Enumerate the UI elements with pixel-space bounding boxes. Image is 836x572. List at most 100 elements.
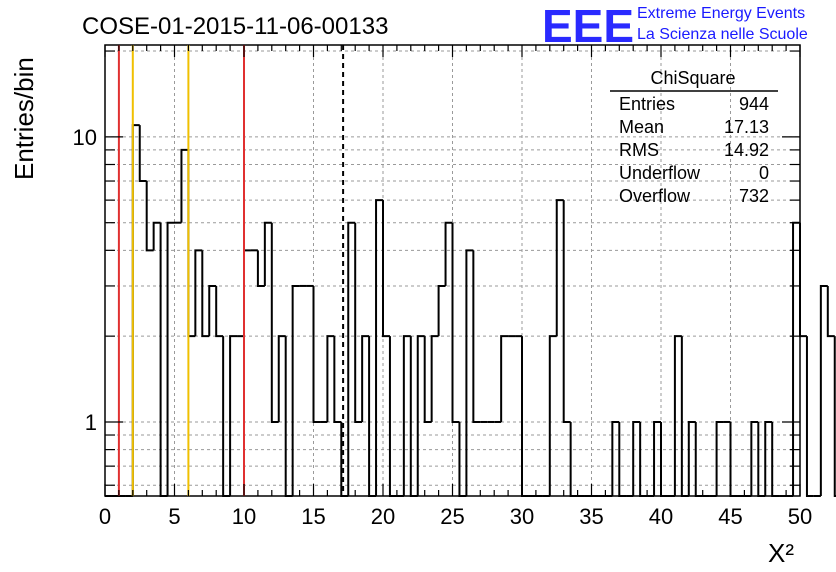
- histogram-bin: [152, 221, 161, 251]
- histogram-bin: [187, 149, 196, 338]
- eee-logo-mark: EEE: [542, 0, 634, 52]
- histogram-bin: [256, 250, 265, 287]
- x-tick-label: 35: [579, 504, 603, 529]
- stats-label-rms: RMS: [619, 140, 659, 160]
- histogram-bin: [444, 221, 453, 286]
- histogram-bin: [680, 336, 689, 497]
- x-tick-label: 15: [301, 504, 325, 529]
- histogram-bin: [611, 420, 620, 496]
- histogram-bin: [312, 285, 321, 423]
- histogram-bin: [388, 336, 397, 497]
- histogram-bin: [694, 421, 703, 497]
- stats-value-underflow: 0: [759, 163, 769, 183]
- histogram-bin: [180, 148, 189, 223]
- histogram-bin: [284, 336, 293, 497]
- histogram-bin: [159, 222, 168, 497]
- x-tick-label: 30: [510, 504, 534, 529]
- histogram-bin: [270, 222, 279, 423]
- histogram-bin: [430, 335, 439, 422]
- histogram-bin: [138, 125, 147, 183]
- histogram-bin: [472, 250, 481, 423]
- histogram-bin: [792, 221, 800, 496]
- stats-label-entries: Entries: [619, 94, 675, 114]
- stats-value-entries: 944: [739, 94, 769, 114]
- histogram-bin: [764, 420, 773, 496]
- histogram-bin: [375, 199, 383, 496]
- histogram-bin: [201, 250, 210, 338]
- histogram-bin: [548, 335, 557, 496]
- histogram-bin: [715, 420, 724, 496]
- histogram-bin: [409, 336, 418, 497]
- histogram-bin: [437, 284, 446, 337]
- x-tick-labels: 0 5 10 15 20 25 30 35 40 45 50: [99, 504, 812, 529]
- stats-label-underflow: Underflow: [619, 163, 701, 183]
- histogram-bin: [687, 420, 696, 496]
- histogram-bin: [465, 249, 474, 496]
- histogram-bin: [333, 336, 342, 423]
- histogram-bin: [215, 285, 224, 338]
- histogram-bin: [521, 336, 529, 497]
- stats-value-mean: 17.13: [724, 117, 769, 137]
- x-tick-label: 40: [649, 504, 673, 529]
- histogram-bin: [166, 221, 175, 496]
- stats-box-title: ChiSquare: [650, 68, 735, 88]
- y-tick-labels: 1 10: [73, 125, 97, 435]
- stats-value-rms: 14.92: [724, 140, 769, 160]
- axis-ticks: [104, 45, 801, 496]
- histogram-bin: [243, 249, 251, 337]
- histogram-bin: [819, 284, 828, 496]
- histogram-bin: [361, 335, 370, 422]
- stats-value-overflow: 732: [739, 186, 769, 206]
- histogram-bin: [451, 222, 460, 423]
- histogram-bin: [229, 335, 238, 496]
- stats-label-mean: Mean: [619, 117, 664, 137]
- histogram-bin: [632, 420, 641, 496]
- reference-lines: [117, 45, 345, 496]
- eee-logo-line2: La Scienza nelle Scuole: [637, 26, 808, 43]
- eee-logo: EEE Extreme Energy Events La Scienza nel…: [542, 0, 808, 52]
- histogram-bin: [277, 335, 286, 422]
- histogram-bin: [145, 181, 154, 252]
- histogram-bin: [569, 421, 578, 497]
- histogram-bin: [291, 284, 300, 496]
- x-tick-label: 5: [168, 504, 180, 529]
- histogram-bin: [458, 421, 467, 497]
- x-tick-label: 10: [232, 504, 256, 529]
- x-axis-label: X²: [768, 538, 794, 568]
- x-tick-label: 45: [718, 504, 742, 529]
- histogram-bin: [354, 222, 363, 423]
- histogram-bars: [105, 124, 836, 497]
- x-tick-label: 50: [788, 504, 812, 529]
- histogram-bin: [326, 335, 335, 422]
- y-tick-label: 10: [73, 125, 97, 150]
- x-tick-label: 20: [371, 504, 395, 529]
- stats-box: ChiSquare Entries 944 Mean 17.13 RMS 14.…: [610, 68, 778, 206]
- x-tick-label: 0: [99, 504, 111, 529]
- histogram-bin: [826, 285, 835, 338]
- x-tick-label: 25: [440, 504, 464, 529]
- histogram-bin: [347, 221, 356, 496]
- histogram-bin: [805, 336, 814, 497]
- histogram-bin: [382, 200, 390, 338]
- y-axis-label: Entries/bin: [9, 57, 39, 180]
- histogram-bin: [653, 420, 661, 496]
- stats-label-overflow: Overflow: [619, 186, 691, 206]
- histogram-bin: [368, 336, 377, 497]
- histogram-bin: [833, 336, 836, 497]
- histogram-bin: [208, 284, 217, 337]
- histogram-bin: [402, 335, 411, 496]
- histogram-bin: [750, 420, 759, 496]
- histogram-bin: [500, 335, 509, 422]
- chart-title: COSE-01-2015-11-06-00133: [82, 13, 388, 40]
- histogram-bin: [194, 249, 203, 337]
- histogram-bin: [673, 335, 682, 496]
- histogram-bin: [639, 421, 648, 497]
- histogram-bin: [416, 335, 425, 496]
- histogram-bin: [263, 221, 272, 286]
- histogram-bin: [423, 336, 432, 423]
- eee-logo-line1: Extreme Energy Events: [637, 5, 805, 22]
- histogram-bin: [562, 200, 571, 423]
- histogram-bin: [222, 336, 231, 497]
- histogram-bin: [555, 199, 564, 337]
